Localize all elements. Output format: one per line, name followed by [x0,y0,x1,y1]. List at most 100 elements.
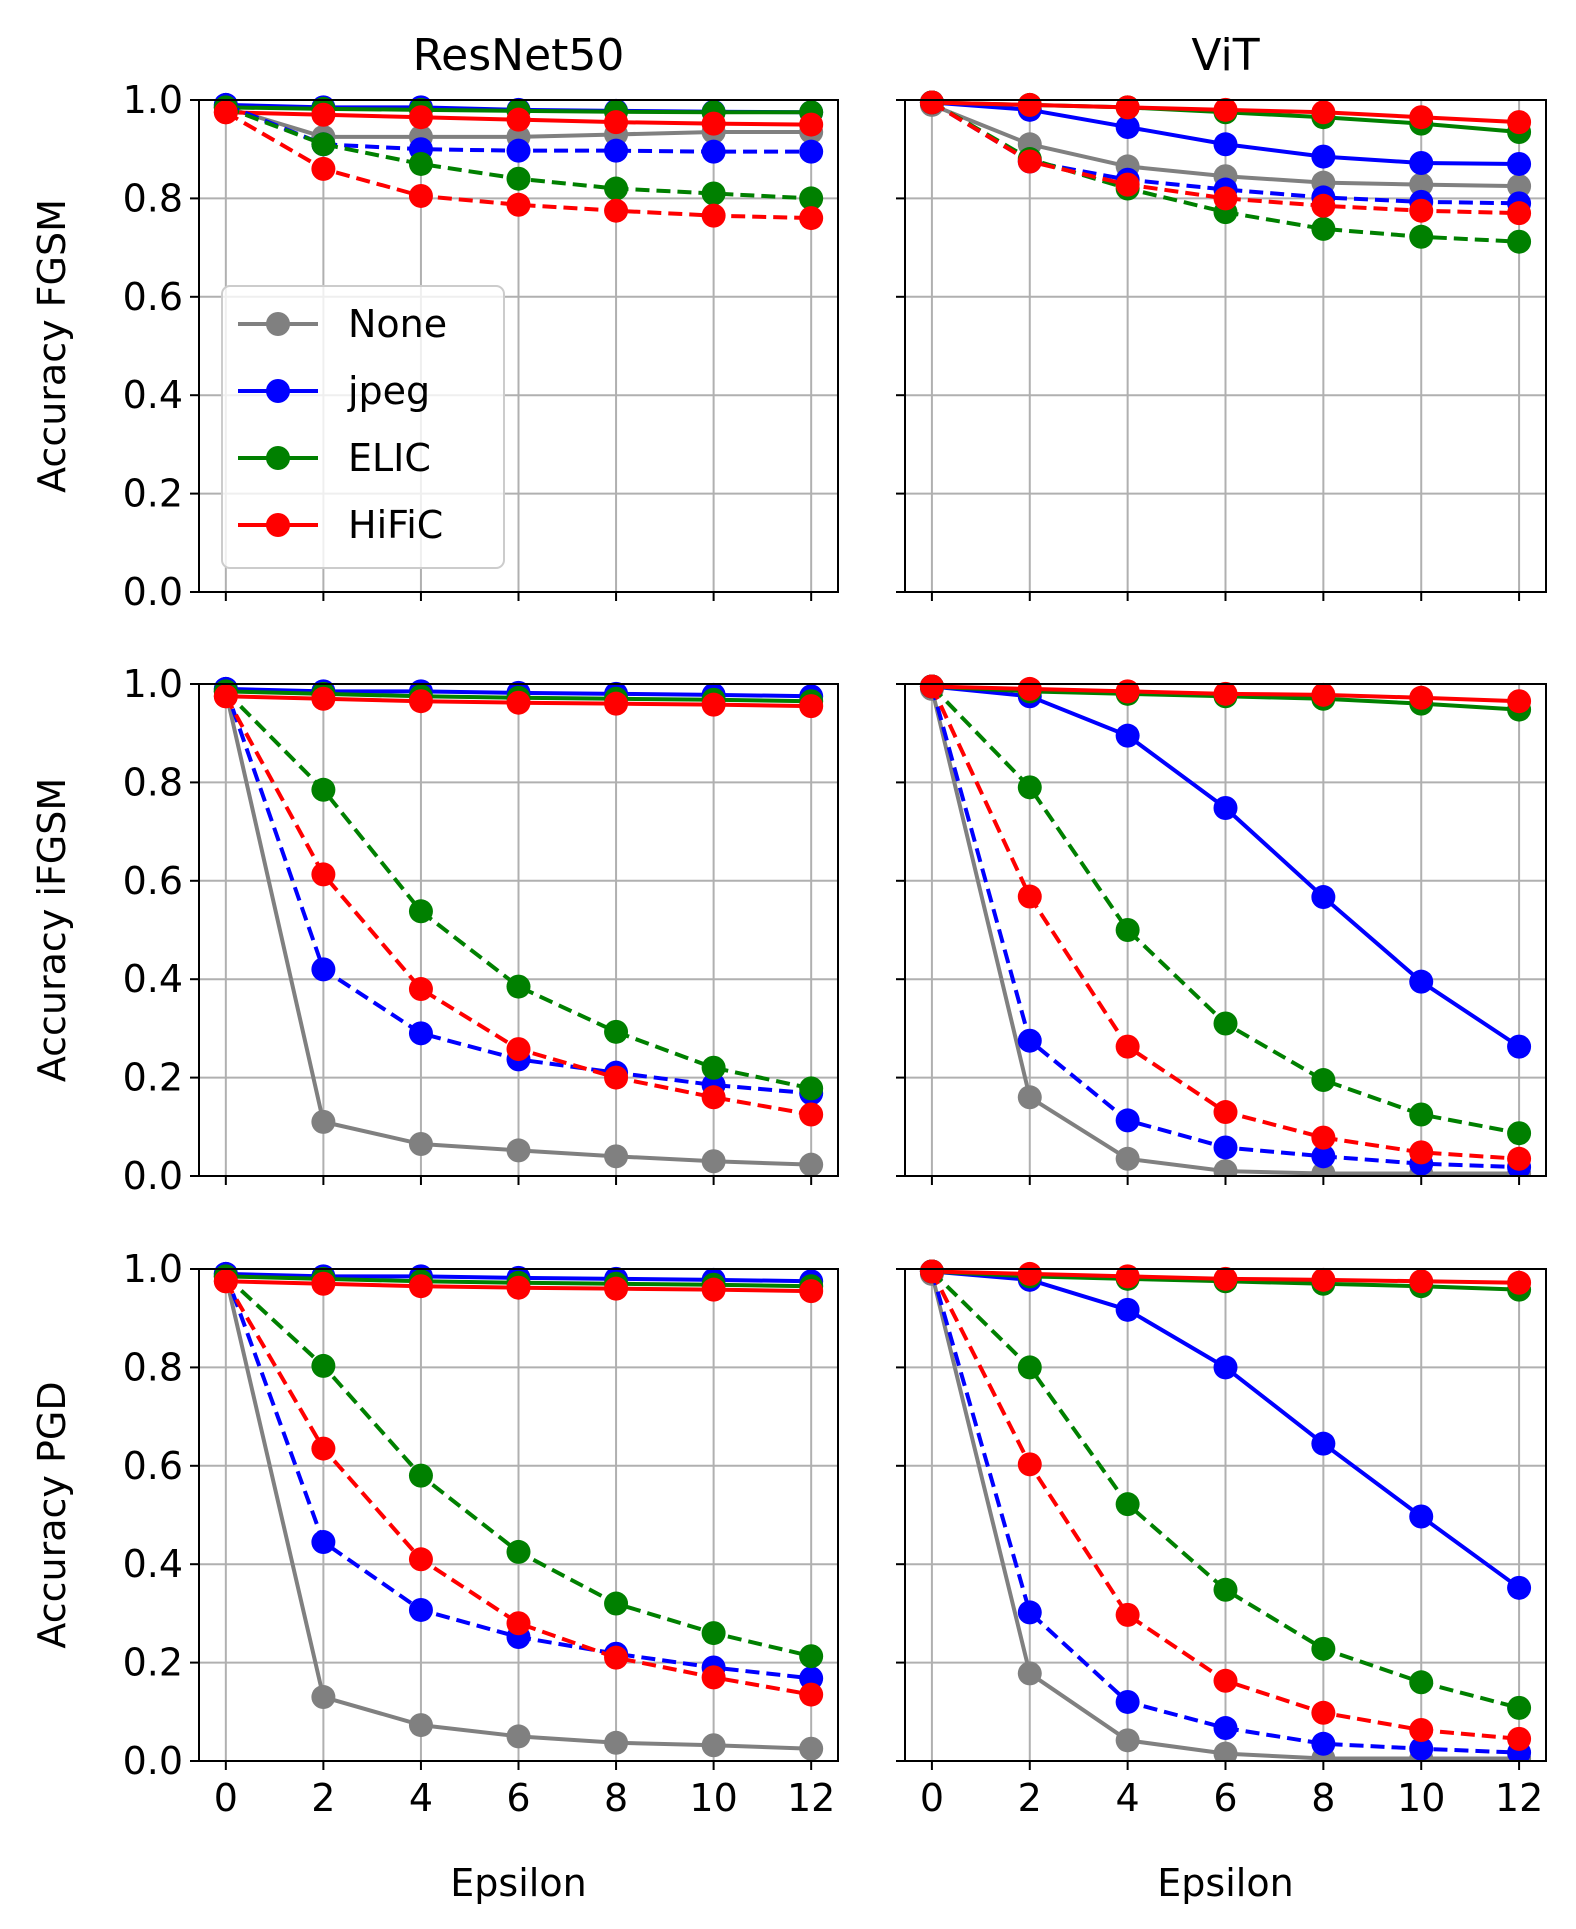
data-point-hific-dashed [919,90,944,115]
panel-3-1: 0 2 4 6 8 10 12 0.0 0.2 0.4 0.6 0.8 1.0 Accuracy PGD E… [30,1247,839,1905]
data-point-hific-dashed [1213,1668,1238,1693]
data-point-hific-dashed [1017,1452,1042,1477]
data-point-elic-dashed [506,1539,531,1564]
data-point-hific-dashed [1409,1718,1434,1743]
data-point-jpeg-dashed [1311,1144,1336,1169]
data-point-hific-dashed [408,1547,433,1572]
legend-item-hific: HiFiC [238,503,443,547]
legend-marker-hific [266,513,290,537]
data-point-none-solid [604,1730,629,1755]
x-tick-label: 8 [604,1776,628,1820]
x-tick-label: 10 [689,1776,737,1820]
data-point-jpeg-solid [1507,1034,1532,1059]
data-point-elic-dashed [506,166,531,191]
data-point-hific-dashed [604,198,629,223]
data-point-elic-dashed [799,186,824,211]
legend: None jpeg ELIC HiFiC [221,285,505,569]
x-tick-label: 8 [1311,1776,1335,1820]
data-point-hific-dashed [1507,1726,1532,1751]
data-point-hific-dashed [1409,1140,1434,1165]
x-axis-label: Epsilon [450,1861,586,1905]
data-point-elic-dashed [604,176,629,201]
data-point-none-solid [311,1109,336,1134]
data-point-elic-dashed [311,1353,336,1378]
data-point-elic-dashed [1409,1102,1434,1127]
x-axis-label: Epsilon [1157,1861,1293,1905]
data-point-hific-dashed [799,1102,824,1127]
y-tick-label: 0.4 [123,1542,183,1586]
data-point-jpeg-solid [1115,723,1140,748]
data-point-elic-dashed [1213,1011,1238,1036]
data-point-elic-dashed [701,1055,726,1080]
data-point-none-solid [701,1733,726,1758]
x-tick-label: 12 [1495,1776,1543,1820]
data-point-hific-dashed [311,156,336,181]
data-point-hific-solid [604,110,629,135]
data-point-hific-solid [799,112,824,137]
data-point-elic-dashed [604,1019,629,1044]
panel-series-group [213,1261,824,1761]
x-tick-label: 4 [409,1776,433,1820]
panel-series-group [919,674,1532,1176]
data-point-none-solid [311,1685,336,1710]
y-axis-label: Accuracy iFGSM [30,778,74,1082]
data-point-hific-solid [311,686,336,711]
data-point-hific-solid [1311,682,1336,707]
data-point-hific-solid [1213,1266,1238,1291]
data-point-hific-dashed [311,862,336,887]
y-tick-label: 0.2 [123,1641,183,1685]
data-point-hific-solid [604,691,629,716]
data-point-jpeg-solid [1409,150,1434,175]
data-point-hific-solid [799,694,824,719]
data-point-elic-dashed [1409,224,1434,249]
legend-marker-elic [266,446,290,470]
data-point-jpeg-solid [1115,1297,1140,1322]
x-tick-label: 12 [787,1776,835,1820]
y-tick-label: 1.0 [123,78,183,122]
data-point-none-solid [1507,174,1532,199]
data-point-hific-solid [1017,1261,1042,1286]
data-point-elic-dashed [1409,1670,1434,1695]
data-point-elic-dashed [1507,1121,1532,1146]
panel-3-2: 0 2 4 6 8 10 12 Epsilon [896,1259,1547,1905]
data-point-hific-solid [506,107,531,132]
data-point-hific-dashed [1017,149,1042,174]
panel-title: ViT [1191,30,1259,81]
data-point-jpeg-solid [1311,885,1336,910]
data-point-jpeg-solid [1213,132,1238,157]
y-tick-label: 0.2 [123,472,183,516]
data-point-hific-solid [1311,1267,1336,1292]
y-tick-label: 0.8 [123,760,183,804]
data-point-hific-dashed [919,1259,944,1284]
x-tick-label: 2 [1018,1776,1042,1820]
data-point-elic-dashed [311,132,336,157]
data-point-hific-dashed [311,1436,336,1461]
data-point-jpeg-solid [1311,1431,1336,1456]
data-point-jpeg-dashed [506,138,531,163]
data-point-hific-dashed [1409,198,1434,223]
panel-2-2 [896,674,1547,1185]
data-point-elic-dashed [701,181,726,206]
y-tick-label: 0.6 [123,275,183,319]
data-point-hific-dashed [1311,1700,1336,1725]
data-point-jpeg-dashed [1017,1600,1042,1625]
y-tick-label: 1.0 [123,662,183,706]
data-point-jpeg-dashed [1311,1731,1336,1756]
y-axis-label: Accuracy PGD [30,1381,74,1648]
data-point-jpeg-dashed [408,1021,433,1046]
data-point-hific-dashed [1507,1146,1532,1171]
data-point-hific-solid [506,690,531,715]
y-tick-label: 0.8 [123,1345,183,1389]
data-point-hific-solid [604,1276,629,1301]
data-point-none-solid [506,1724,531,1749]
data-point-hific-dashed [604,1645,629,1670]
legend-marker-jpeg [266,379,290,403]
data-point-hific-solid [1017,92,1042,117]
data-point-hific-dashed [799,1682,824,1707]
data-point-jpeg-dashed [1017,1028,1042,1053]
y-tick-label: 0.0 [123,1739,183,1783]
y-tick-label: 0.6 [123,1444,183,1488]
data-point-hific-dashed [1213,1100,1238,1125]
data-point-none-solid [1017,1661,1042,1686]
